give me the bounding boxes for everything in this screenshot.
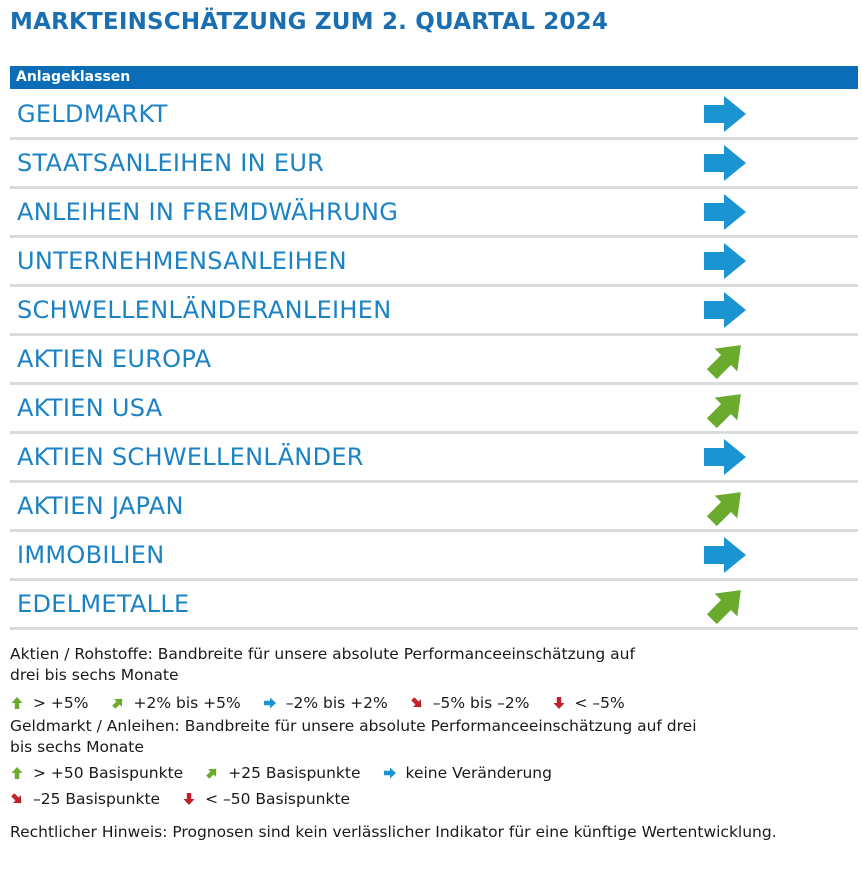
arrow-up-right-icon <box>702 486 750 527</box>
arrow-up-icon <box>10 696 28 710</box>
legend-item: –5% bis –2% <box>410 694 530 712</box>
table-header: Anlageklassen <box>10 66 858 89</box>
arrow-right-icon <box>702 290 750 330</box>
legend-item: > +50 Basispunkte <box>10 764 183 782</box>
legend-item-label: < –50 Basispunkte <box>205 790 351 808</box>
legend-item: –2% bis +2% <box>263 694 388 712</box>
arrow-right-icon <box>702 241 750 281</box>
table-row: ANLEIHEN IN FREMDWÄHRUNG <box>10 189 858 238</box>
legend-item-label: –25 Basispunkte <box>33 790 161 808</box>
table-row: AKTIEN JAPAN <box>10 483 858 532</box>
table-row: IMMOBILIEN <box>10 532 858 581</box>
legend-item-label: < –5% <box>574 694 625 712</box>
legend-item: > +5% <box>10 694 89 712</box>
asset-class-label: STAATSANLEIHEN IN EUR <box>17 149 325 177</box>
arrow-down-right-icon <box>410 696 428 710</box>
arrow-down-icon <box>182 792 200 806</box>
table-row: AKTIEN EUROPA <box>10 336 858 385</box>
asset-class-label: AKTIEN JAPAN <box>17 492 184 520</box>
asset-class-label: AKTIEN USA <box>17 394 163 422</box>
arrow-up-right-icon <box>702 388 750 429</box>
table-row: AKTIEN SCHWELLENLÄNDER <box>10 434 858 483</box>
legend-item: +25 Basispunkte <box>205 764 361 782</box>
table-row: STAATSANLEIHEN IN EUR <box>10 140 858 189</box>
legend-item: –25 Basispunkte <box>10 790 160 808</box>
asset-class-label: AKTIEN SCHWELLENLÄNDER <box>17 443 364 471</box>
legend-item: keine Veränderung <box>383 764 552 782</box>
table-row: SCHWELLENLÄNDERANLEIHEN <box>10 287 858 336</box>
table-row: EDELMETALLE <box>10 581 858 630</box>
arrow-right-icon <box>702 94 750 134</box>
table-row: AKTIEN USA <box>10 385 858 434</box>
arrow-up-right-icon <box>702 584 750 625</box>
asset-class-label: SCHWELLENLÄNDERANLEIHEN <box>17 296 392 324</box>
asset-class-label: IMMOBILIEN <box>17 541 165 569</box>
legal-disclaimer: Rechtlicher Hinweis: Prognosen sind kein… <box>10 823 777 841</box>
bonds-legend-row-1: > +50 Basispunkte +25 Basispunkte keine … <box>10 760 850 786</box>
arrow-right-icon <box>702 143 750 183</box>
legend-notes: Aktien / Rohstoffe: Bandbreite für unser… <box>10 644 850 843</box>
arrow-right-icon <box>263 696 281 710</box>
legend-item: < –50 Basispunkte <box>182 790 350 808</box>
page-title: MARKTEINSCHÄTZUNG ZUM 2. QUARTAL 2024 <box>10 9 609 35</box>
asset-class-label: ANLEIHEN IN FREMDWÄHRUNG <box>17 198 399 226</box>
arrow-up-right-icon <box>205 766 223 780</box>
arrow-down-icon <box>552 696 570 710</box>
equities-legend-text: Aktien / Rohstoffe: Bandbreite für unser… <box>10 645 635 684</box>
legend-item: < –5% <box>552 694 625 712</box>
arrow-right-icon <box>383 766 401 780</box>
asset-class-label: EDELMETALLE <box>17 590 190 618</box>
bonds-legend-row-2: –25 Basispunkte < –50 Basispunkte <box>10 786 850 812</box>
asset-class-label: UNTERNEHMENSANLEIHEN <box>17 247 347 275</box>
asset-class-table: GELDMARKT STAATSANLEIHEN IN EUR ANLEIHEN… <box>10 91 858 630</box>
arrow-right-icon <box>702 437 750 477</box>
table-header-label: Anlageklassen <box>16 69 131 85</box>
table-row: UNTERNEHMENSANLEIHEN <box>10 238 858 287</box>
asset-class-label: AKTIEN EUROPA <box>17 345 212 373</box>
arrow-up-right-icon <box>111 696 129 710</box>
legend-item: +2% bis +5% <box>111 694 241 712</box>
legend-item-label: –2% bis +2% <box>285 694 388 712</box>
legend-item-label: keine Veränderung <box>405 764 552 782</box>
arrow-right-icon <box>702 192 750 232</box>
arrow-right-icon <box>702 535 750 575</box>
arrow-up-icon <box>10 766 28 780</box>
legend-item-label: +2% bis +5% <box>133 694 241 712</box>
arrow-up-right-icon <box>702 339 750 380</box>
legend-item-label: –5% bis –2% <box>432 694 530 712</box>
table-row: GELDMARKT <box>10 91 858 140</box>
arrow-down-right-icon <box>10 792 28 806</box>
bonds-legend-text: Geldmarkt / Anleihen: Bandbreite für uns… <box>10 717 697 756</box>
equities-legend: > +5% +2% bis +5% –2% bis +2% –5% bis –2… <box>10 690 850 716</box>
legend-item-label: > +50 Basispunkte <box>33 764 184 782</box>
asset-class-label: GELDMARKT <box>17 100 168 128</box>
legend-item-label: +25 Basispunkte <box>228 764 361 782</box>
legend-item-label: > +5% <box>33 694 89 712</box>
